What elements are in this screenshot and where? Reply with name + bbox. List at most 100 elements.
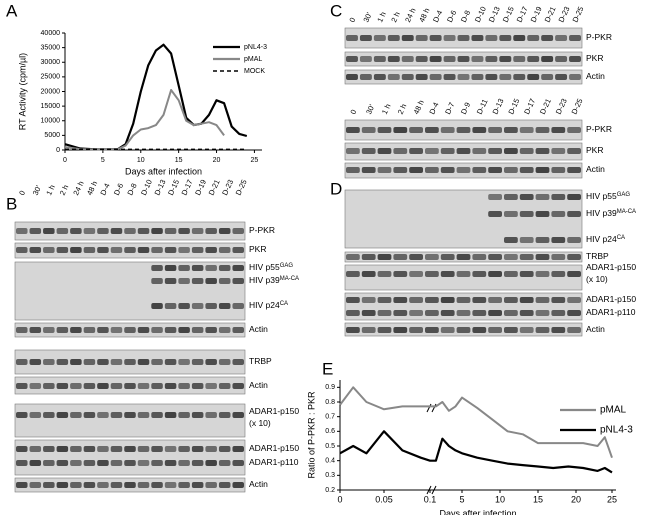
blot-band [513,35,526,41]
blot-band [16,412,28,418]
blot-band [97,460,109,466]
blot-band [124,412,136,418]
blot-band [519,254,534,260]
blot-band [137,482,150,488]
blot-band [551,271,566,277]
blot-band [373,35,386,41]
blot-band [191,460,204,466]
legend-label: pMAL [244,56,262,63]
blot-band [499,35,512,41]
blot-band [401,74,414,80]
blot-band [178,482,190,488]
blot-band [359,35,372,41]
blot-band [178,228,190,234]
blot-band [218,228,231,234]
x-tick-label: 10 [137,157,145,164]
y-tick-label: 0.4 [325,458,335,465]
blot-band [56,228,69,234]
blot-band [551,237,566,243]
blot-band [519,271,534,277]
y-tick-label: 0.3 [325,472,335,479]
axis-break [426,485,437,495]
blot-band [504,327,518,333]
blot-band [205,412,217,418]
blot-band [519,237,534,243]
lane-label: 0 [348,108,358,116]
blot-band [178,265,190,271]
blot-band [70,383,82,389]
blot-band [346,327,360,333]
blot-band [70,247,82,253]
y-tick-label: 0.7 [325,414,335,421]
blot-band [429,74,442,80]
blot-band [429,56,442,62]
blot-band [29,412,42,418]
x-tick-label: 15 [533,494,543,504]
blot-band [16,247,28,253]
row-label: TRBP [249,356,272,366]
blot-band [519,327,534,333]
row-label-text: HIV p55 [586,191,617,201]
blot-band [401,56,414,62]
blot-band [191,247,204,253]
blot-band [488,327,502,333]
blot-band [541,74,554,80]
blot-band [29,383,42,389]
row-label: P-PKR [249,225,275,235]
blot-band [124,482,136,488]
blot-band [164,265,177,271]
blot-band [164,278,177,284]
blot-band [541,35,554,41]
blot-band [178,303,190,309]
blot-band [535,211,550,217]
blot-band [551,310,566,316]
blot-band [535,271,550,277]
row-label: (x 10) [586,274,608,284]
blot-band [401,35,414,41]
blot-band [567,271,581,277]
row-label-text: HIV p39 [586,208,617,218]
x-axis-label: Days after infection [439,508,516,515]
blot-band [16,446,28,452]
blot-band [178,412,190,418]
blot-band [56,482,69,488]
x-axis-label: Days after infection [125,166,202,176]
blot-band [387,74,400,80]
blot-band [29,247,42,253]
blot-band [527,56,540,62]
blot-band [56,412,69,418]
y-tick-label: 40000 [41,30,61,37]
blot-band [97,482,109,488]
y-tick-label: 0.6 [325,428,335,435]
blot-band [83,327,96,333]
row-label: Actin [586,71,605,81]
panel-label: B [6,194,17,213]
y-tick-label: 25000 [41,74,61,81]
blot-band [346,127,360,133]
panel-label: A [6,1,18,20]
y-tick-label: 15000 [41,103,61,110]
blot-band [137,327,150,333]
blot-band [43,359,55,365]
blot-band [164,383,177,389]
row-label: ADAR1-p150 [249,406,299,416]
lane-label: 2 h [58,183,71,196]
lane-label: 30' [31,184,44,197]
blot-band [513,56,526,62]
blot-band [191,446,204,452]
x-tick-label: 20 [571,494,581,504]
blot-band [359,74,372,80]
blot-band [346,167,360,173]
blot-band [440,148,455,154]
row-label-text: ADAR1-p110 [249,457,299,467]
blot-band [124,359,136,365]
blot-band [456,271,471,277]
row-label: (x 10) [249,418,271,428]
x-tick-label: 0 [63,157,67,164]
blot-band [16,460,28,466]
blot-band [137,460,150,466]
row-label-text: HIV p24 [249,300,280,310]
blot-band [535,148,550,154]
lane-label: 0 [347,16,357,24]
row-label-text: HIV p39 [249,275,280,285]
